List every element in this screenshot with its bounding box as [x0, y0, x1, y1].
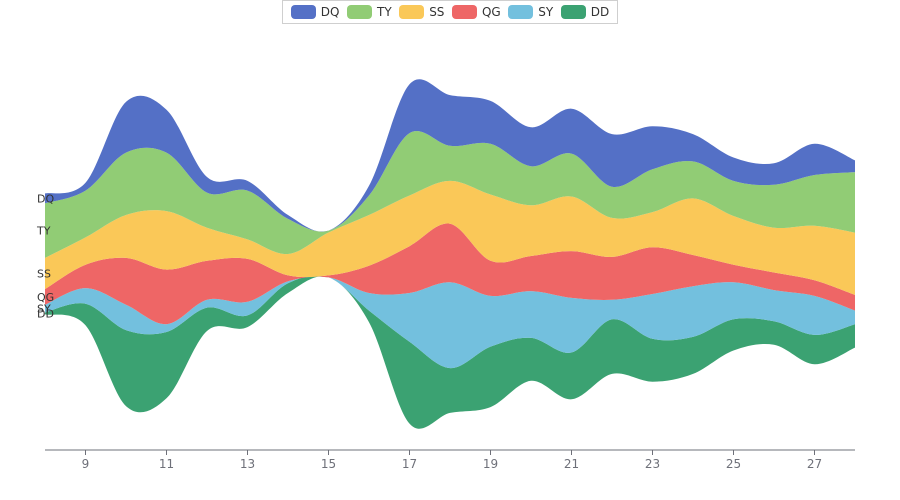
legend-label: TY	[376, 5, 392, 19]
x-tick-label: 25	[726, 457, 741, 471]
series-layers	[45, 79, 855, 429]
series-band-dq[interactable]	[45, 79, 855, 232]
legend-swatch	[399, 5, 425, 19]
legend-label: SS	[429, 5, 445, 19]
legend-swatch	[290, 5, 316, 19]
series-label-sy: SY	[37, 303, 51, 316]
legend-label: DD	[590, 5, 610, 19]
x-tick-label: 27	[807, 457, 822, 471]
series-label-ty: TY	[36, 225, 51, 238]
series-label-qg: QG	[37, 291, 54, 304]
x-tick-label: 17	[402, 457, 417, 471]
legend: DQ TY SS QG SY DD	[282, 0, 618, 24]
series-label-dd: DD	[37, 308, 54, 321]
legend-swatch	[508, 5, 534, 19]
x-tick-label: 23	[645, 457, 660, 471]
series-label-ss: SS	[37, 268, 51, 281]
series-band-sy[interactable]	[45, 275, 855, 369]
legend-swatch	[451, 5, 477, 19]
legend-swatch	[560, 5, 586, 19]
x-tick-label: 15	[321, 457, 336, 471]
x-tick-label: 19	[483, 457, 498, 471]
legend-label: DQ	[320, 5, 340, 19]
series-label-dq: DQ	[37, 192, 54, 205]
series-band-ty[interactable]	[45, 131, 855, 258]
x-axis: 9 11 13 15 17 19 21 23 25 27	[45, 449, 855, 471]
legend-label: QG	[481, 5, 501, 19]
series-band-qg[interactable]	[45, 223, 855, 325]
x-tick-label: 9	[82, 457, 90, 471]
legend-item-dd[interactable]: DD	[560, 5, 610, 19]
legend-item-ty[interactable]: TY	[346, 5, 392, 19]
x-tick-label: 21	[564, 457, 579, 471]
legend-item-ss[interactable]: SS	[399, 5, 444, 19]
legend-item-sy[interactable]: SY	[508, 5, 553, 19]
series-band-ss[interactable]	[45, 180, 855, 295]
series-band-dd[interactable]	[45, 275, 855, 429]
legend-item-qg[interactable]: QG	[451, 5, 501, 19]
x-tick-label: 11	[159, 457, 174, 471]
x-tick-label: 13	[240, 457, 255, 471]
legend-item-dq[interactable]: DQ	[290, 5, 340, 19]
legend-label: SY	[538, 5, 554, 19]
legend-swatch	[346, 5, 372, 19]
